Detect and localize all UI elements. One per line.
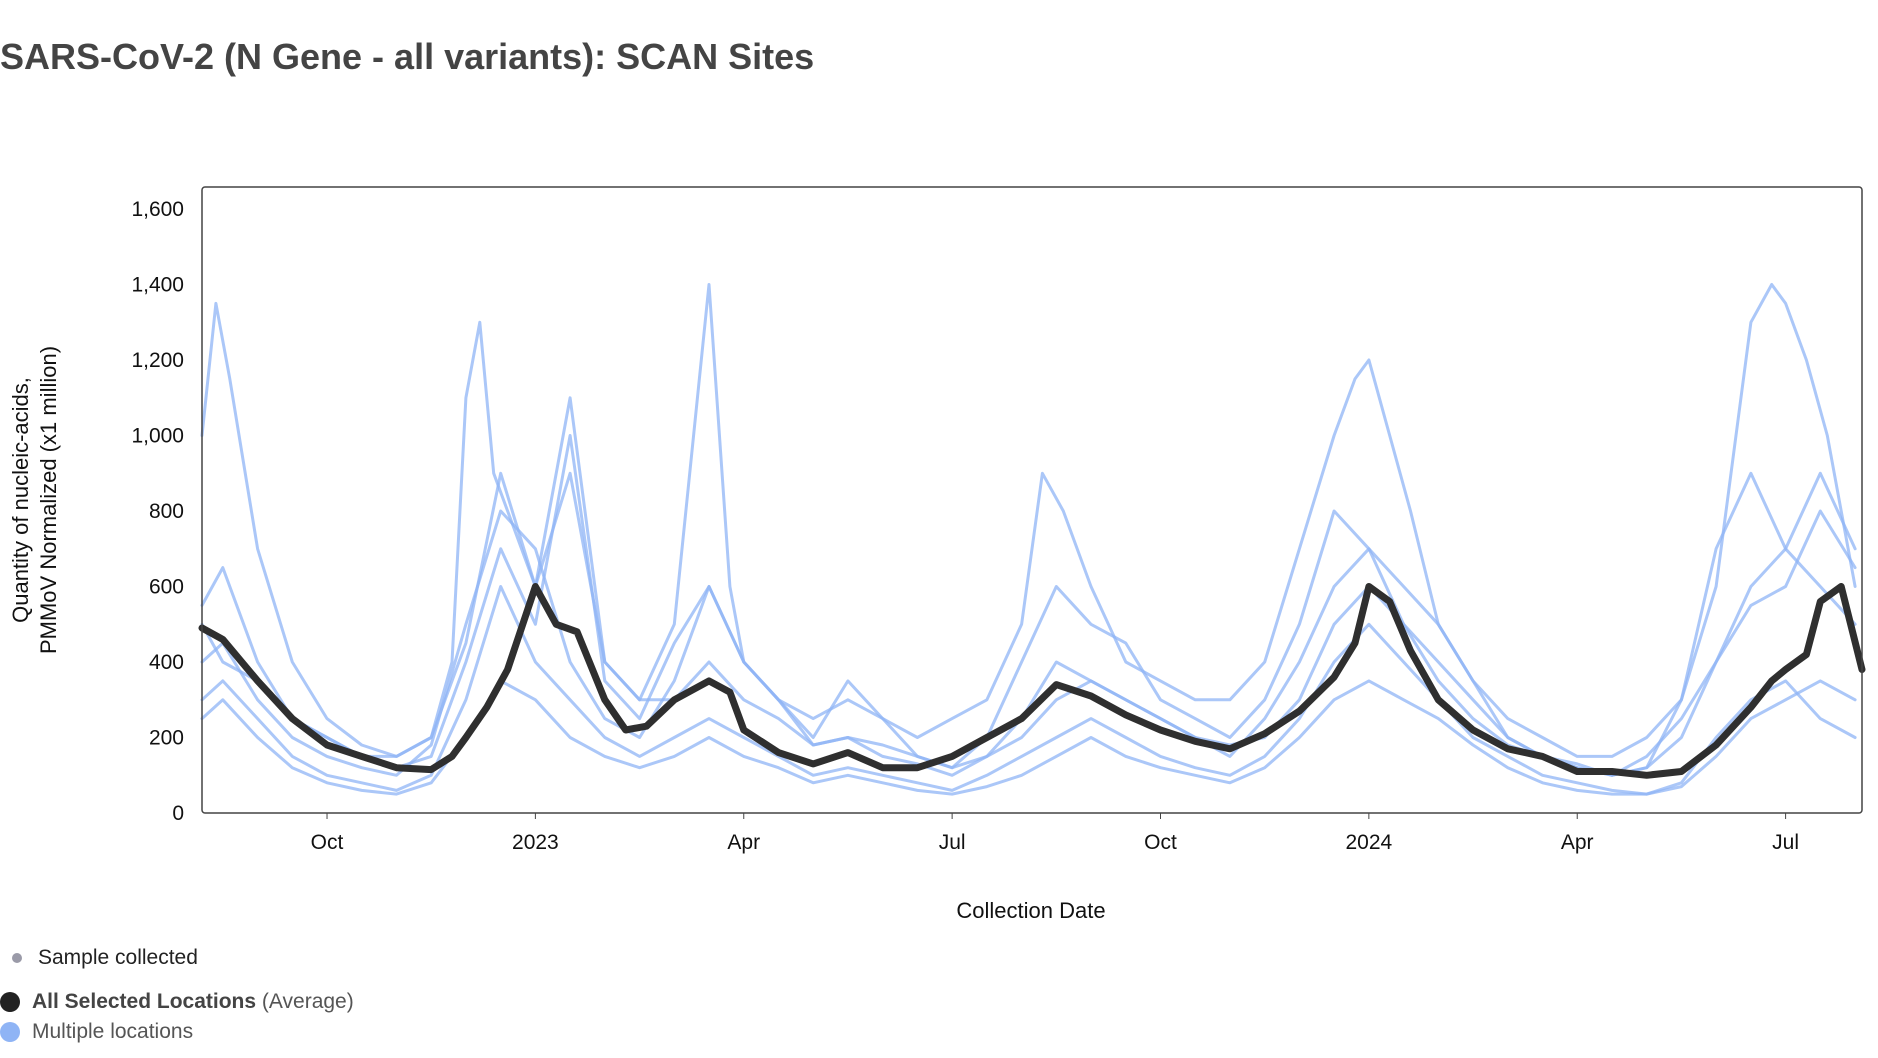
x-tick-label: 2023 — [512, 831, 559, 854]
series-line-location[interactable] — [200, 434, 1857, 777]
x-tick-label: Apr — [727, 831, 760, 854]
legend-average-suffix: (Average) — [261, 990, 354, 1013]
series-line-location[interactable] — [200, 283, 1857, 758]
y-axis-label-line-1: Quantity of nucleic-acids, — [8, 377, 33, 623]
x-tick-label: Oct — [311, 831, 344, 854]
y-axis: 0 200 400 600 800 1,000 1,200 1,400 1,600 — [131, 198, 184, 825]
y-tick-label: 800 — [149, 500, 184, 523]
x-axis: Oct 2023 Apr Jul Oct 2024 Apr Jul — [311, 813, 1799, 854]
x-axis-label: Collection Date — [956, 898, 1105, 923]
y-tick-label: 400 — [149, 651, 184, 674]
locations-dot-icon — [0, 1022, 20, 1043]
series-line-average[interactable] — [198, 583, 1866, 779]
x-tick-label: 2024 — [1346, 831, 1393, 854]
legend-sample-collected: Sample collected — [12, 946, 198, 970]
series-layer — [198, 283, 1866, 796]
sample-dot-icon — [12, 953, 22, 964]
legend-average-label: All Selected Locations — [32, 990, 257, 1013]
legend-multiple-locations[interactable]: Multiple locations — [0, 1020, 193, 1044]
y-tick-label: 1,600 — [131, 198, 184, 221]
x-tick-label: Oct — [1144, 831, 1177, 854]
x-tick-label: Jul — [939, 831, 966, 854]
series-line-location[interactable] — [200, 585, 1857, 796]
legend-sample-label: Sample collected — [38, 946, 198, 969]
y-tick-label: 1,000 — [131, 425, 184, 448]
x-tick-label: Jul — [1772, 831, 1799, 854]
y-tick-label: 1,400 — [131, 274, 184, 297]
series-line-location[interactable] — [200, 396, 1857, 777]
x-tick-label: Apr — [1561, 831, 1594, 854]
average-dot-icon — [0, 992, 20, 1013]
plot-frame — [201, 186, 1863, 814]
legend-average[interactable]: All Selected Locations (Average) — [0, 990, 354, 1014]
y-tick-label: 200 — [149, 727, 184, 750]
chart-title: SARS-CoV-2 (N Gene - all variants): SCAN… — [0, 36, 815, 77]
y-axis-label-line-2: PMMoV Normalized (x1 million) — [36, 346, 61, 654]
series-line-location[interactable] — [200, 471, 1857, 777]
y-tick-label: 600 — [149, 576, 184, 599]
legend-multiple-label: Multiple locations — [32, 1020, 194, 1043]
y-tick-label: 0 — [172, 802, 184, 825]
y-tick-label: 1,200 — [131, 349, 184, 372]
